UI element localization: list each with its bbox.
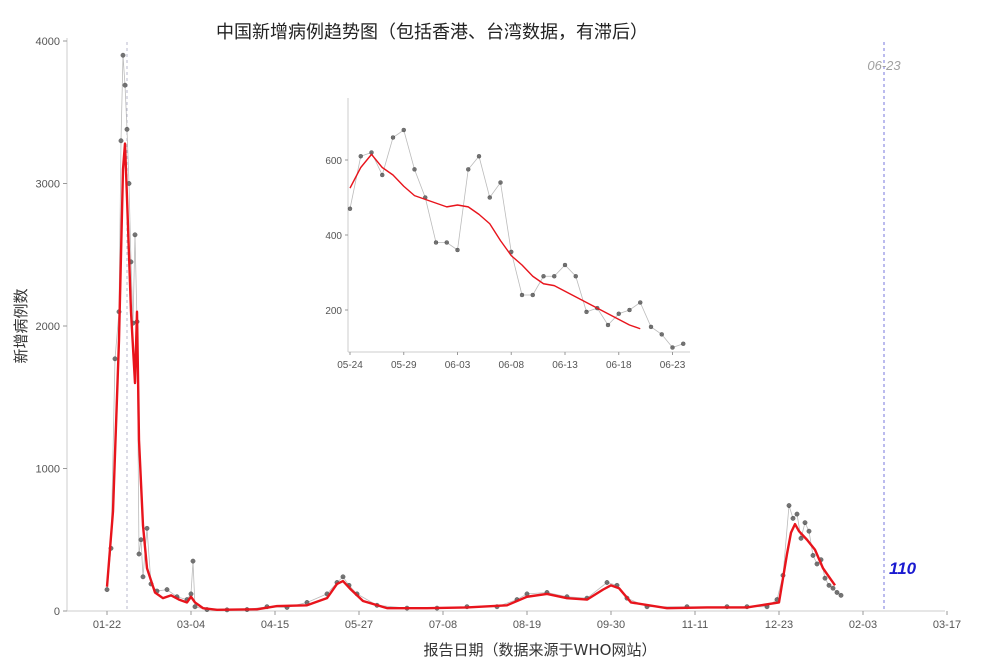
daily-cases-point [822, 575, 828, 581]
daily-cases-point [826, 582, 832, 588]
daily-cases-point [138, 537, 144, 543]
daily-cases-point [802, 520, 808, 526]
daily-cases-point [786, 503, 792, 508]
inset-chart: 200 400 600 05-24 05-29 06-03 06-08 06-13 06-18 0… [325, 98, 690, 371]
daily-cases-point [814, 561, 820, 567]
y-tick-label: 1000 [36, 464, 60, 476]
inset-y-tick-label: 200 [325, 306, 342, 317]
daily-cases-point [144, 525, 150, 531]
daily-cases-point [806, 528, 812, 534]
daily-cases-point [790, 515, 796, 521]
daily-cases-point [132, 232, 138, 238]
inset-daily-point [681, 341, 686, 346]
daily-cases-point [192, 604, 198, 610]
inset-daily-point [455, 247, 460, 253]
inset-daily-point [519, 292, 525, 298]
inset-y-tick-label: 400 [325, 231, 342, 242]
inset-daily-point [390, 135, 396, 140]
inset-x-tick-label: 05-29 [391, 360, 417, 371]
daily-cases-point [340, 574, 346, 580]
inset-x-tick-label: 05-24 [337, 360, 363, 371]
y-tick-label: 4000 [36, 36, 60, 48]
inset-daily-point [541, 274, 546, 279]
inset-y-tick-label: 600 [325, 156, 342, 167]
inset-daily-point [552, 274, 557, 279]
inset-daily-point [347, 206, 353, 211]
inset-daily-point [638, 300, 643, 305]
main-chart: 中国新增病例趋势图（包括香港、台湾数据，有滞后） 报告日期（数据来源于WHO网站）… [12, 22, 961, 659]
inset-daily-point [401, 127, 406, 133]
inset-daily-line [349, 129, 684, 348]
daily-cases-point [122, 82, 128, 88]
daily-cases-point [124, 126, 130, 132]
daily-cases-point [190, 558, 196, 564]
inset-daily-point [358, 154, 363, 159]
x-tick-label: 03-04 [177, 619, 205, 631]
inset-daily-point [380, 172, 385, 178]
chart-title: 中国新增病例趋势图（包括香港、台湾数据，有滞后） [216, 22, 648, 43]
last-value-label: 110 [889, 559, 917, 578]
daily-cases-point [830, 585, 836, 591]
daily-cases-point [112, 356, 118, 362]
daily-cases-point [838, 592, 844, 598]
x-tick-label: 12-23 [765, 619, 793, 631]
y-tick-label: 3000 [36, 179, 60, 191]
x-tick-label: 01-22 [93, 619, 121, 631]
x-tick-label: 04-15 [261, 619, 289, 631]
inset-daily-point [573, 274, 578, 279]
x-tick-label: 08-19 [513, 619, 541, 631]
inset-daily-point [476, 154, 482, 159]
inset-daily-point [605, 322, 611, 328]
daily-cases-point [798, 535, 804, 541]
inset-daily-point [433, 240, 439, 245]
daily-cases-point [140, 574, 146, 580]
inset-daily-point [616, 311, 621, 316]
daily-cases-point [104, 587, 110, 593]
smoothed-trend-line [105, 142, 836, 612]
x-tick-label: 09-30 [597, 619, 625, 631]
inset-daily-point [466, 167, 471, 172]
reference-line-label: 06-23 [867, 58, 901, 73]
inset-daily-point [584, 309, 589, 315]
y-tick-label: 2000 [36, 321, 60, 333]
x-tick-label: 05-27 [345, 619, 373, 631]
inset-daily-point [530, 292, 535, 298]
y-tick-label: 0 [54, 606, 60, 618]
inset-x-tick-label: 06-03 [445, 360, 471, 371]
daily-cases-point [188, 591, 194, 597]
inset-daily-point [670, 345, 675, 350]
inset-daily-point [412, 167, 417, 172]
inset-x-tick-label: 06-08 [498, 360, 524, 371]
daily-cases-point [794, 511, 800, 517]
inset-daily-point [487, 195, 492, 200]
daily-cases-point [164, 587, 170, 593]
inset-daily-point [648, 324, 654, 330]
inset-daily-point [562, 262, 568, 268]
daily-cases-point [810, 553, 816, 558]
inset-x-tick-label: 06-18 [606, 360, 632, 371]
daily-cases-point [604, 580, 610, 585]
inset-x-tick-label: 06-13 [552, 360, 578, 371]
x-axis-title: 报告日期（数据来源于WHO网站） [424, 641, 657, 659]
inset-daily-point [444, 240, 449, 245]
daily-cases-point [136, 551, 142, 557]
inset-daily-point [659, 332, 664, 337]
daily-cases-point [834, 590, 840, 595]
y-axis-title: 新增病例数 [12, 288, 30, 363]
daily-cases-point [118, 138, 124, 144]
inset-smoothed-line [349, 153, 641, 330]
x-tick-label: 03-17 [933, 619, 961, 631]
x-tick-label: 07-08 [429, 619, 457, 631]
inset-daily-point [498, 180, 503, 185]
daily-cases-line [106, 55, 842, 611]
inset-daily-point [627, 307, 632, 313]
x-tick-label: 11-11 [682, 619, 709, 631]
inset-x-tick-label: 06-23 [660, 360, 686, 371]
daily-cases-point [120, 52, 126, 58]
x-tick-label: 02-03 [849, 619, 877, 631]
